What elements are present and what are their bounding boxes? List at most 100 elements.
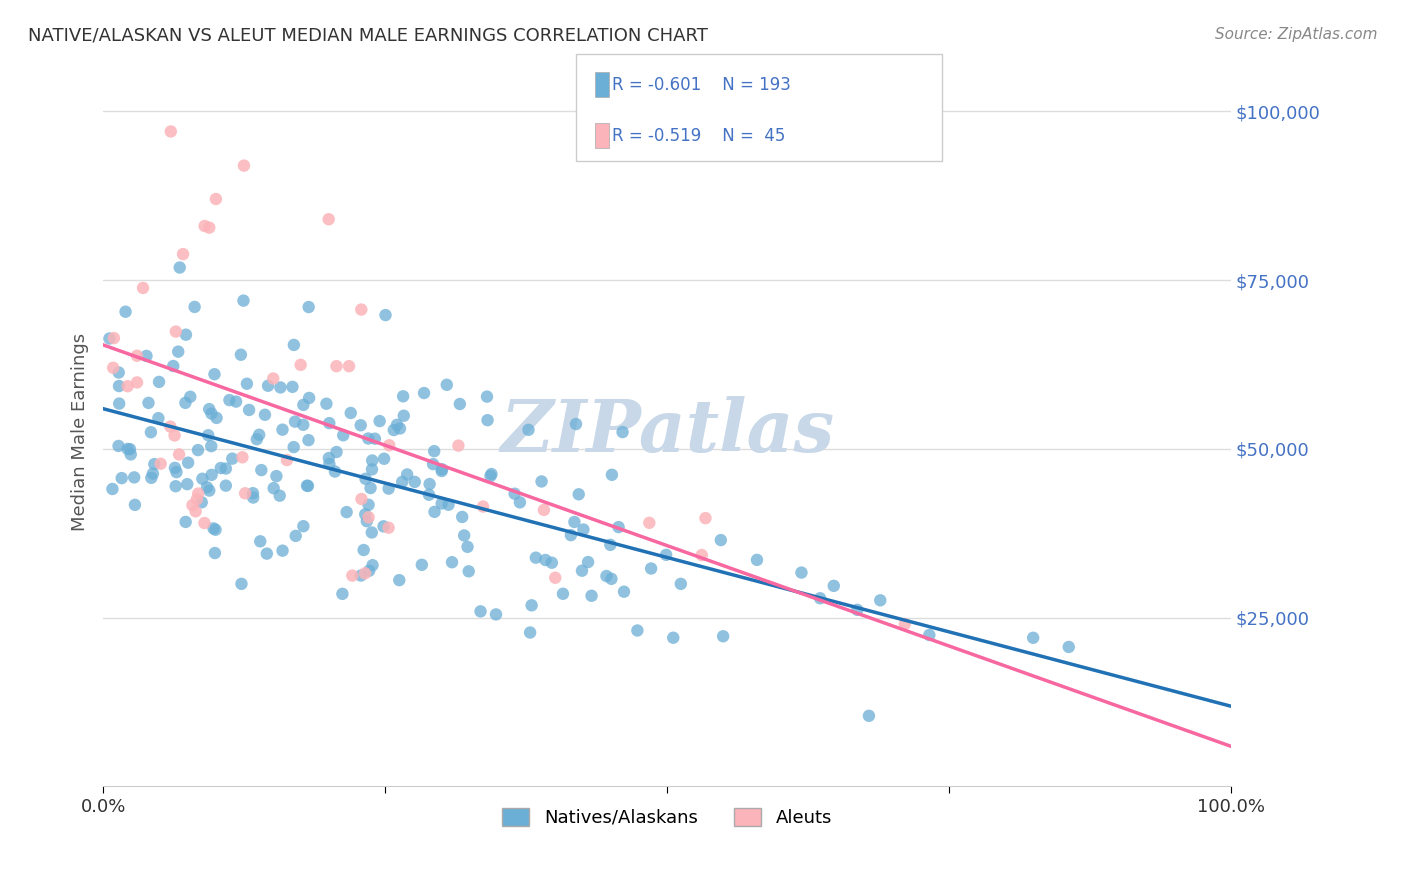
- Natives/Alaskans: [298, 300, 321, 314]
- Aleuts: [167, 447, 190, 461]
- Natives/Alaskans: [200, 407, 222, 421]
- Aleuts: [125, 376, 148, 390]
- Natives/Alaskans: [117, 442, 139, 456]
- Natives/Alaskans: [332, 587, 354, 601]
- Aleuts: [276, 453, 298, 467]
- Natives/Alaskans: [118, 442, 141, 457]
- Natives/Alaskans: [710, 533, 733, 548]
- Natives/Alaskans: [385, 417, 408, 432]
- Natives/Alaskans: [353, 543, 375, 558]
- Aleuts: [233, 486, 256, 500]
- Natives/Alaskans: [195, 480, 218, 494]
- Aleuts: [262, 371, 284, 385]
- Natives/Alaskans: [204, 546, 226, 560]
- Natives/Alaskans: [225, 394, 247, 409]
- Natives/Alaskans: [396, 467, 419, 482]
- Natives/Alaskans: [148, 375, 170, 389]
- Natives/Alaskans: [257, 378, 280, 392]
- Aleuts: [163, 428, 186, 442]
- Natives/Alaskans: [441, 555, 464, 569]
- Natives/Alaskans: [165, 479, 187, 493]
- Natives/Alaskans: [263, 481, 285, 495]
- Aleuts: [544, 571, 567, 585]
- Aleuts: [447, 439, 470, 453]
- Aleuts: [194, 219, 217, 233]
- Natives/Alaskans: [918, 628, 941, 642]
- Aleuts: [233, 159, 256, 173]
- Aleuts: [165, 325, 187, 339]
- Text: ZIPatlas: ZIPatlas: [501, 396, 834, 467]
- Aleuts: [117, 379, 139, 393]
- Natives/Alaskans: [540, 556, 562, 570]
- Aleuts: [318, 212, 340, 227]
- Natives/Alaskans: [283, 440, 305, 454]
- Natives/Alaskans: [284, 529, 307, 543]
- Aleuts: [125, 349, 148, 363]
- Natives/Alaskans: [517, 423, 540, 437]
- Natives/Alaskans: [430, 464, 453, 478]
- Aleuts: [172, 247, 194, 261]
- Aleuts: [350, 302, 373, 317]
- Natives/Alaskans: [200, 439, 222, 453]
- Natives/Alaskans: [242, 486, 264, 500]
- Natives/Alaskans: [669, 577, 692, 591]
- Natives/Alaskans: [179, 390, 201, 404]
- Natives/Alaskans: [423, 444, 446, 458]
- Natives/Alaskans: [283, 338, 305, 352]
- Natives/Alaskans: [846, 603, 869, 617]
- Aleuts: [193, 516, 215, 530]
- Aleuts: [377, 521, 399, 535]
- Natives/Alaskans: [430, 496, 453, 510]
- Natives/Alaskans: [281, 380, 304, 394]
- Natives/Alaskans: [551, 587, 574, 601]
- Natives/Alaskans: [183, 300, 205, 314]
- Aleuts: [184, 504, 207, 518]
- Natives/Alaskans: [142, 467, 165, 481]
- Aleuts: [205, 192, 228, 206]
- Natives/Alaskans: [350, 418, 373, 433]
- Natives/Alaskans: [269, 489, 291, 503]
- Natives/Alaskans: [292, 398, 315, 412]
- Natives/Alaskans: [436, 377, 458, 392]
- Natives/Alaskans: [242, 491, 264, 505]
- Natives/Alaskans: [411, 558, 433, 572]
- Aleuts: [132, 281, 155, 295]
- Natives/Alaskans: [218, 393, 240, 408]
- Natives/Alaskans: [174, 515, 197, 529]
- Aleuts: [187, 486, 209, 500]
- Natives/Alaskans: [201, 467, 224, 482]
- Natives/Alaskans: [1057, 640, 1080, 654]
- Natives/Alaskans: [111, 471, 134, 485]
- Natives/Alaskans: [269, 380, 291, 394]
- Natives/Alaskans: [318, 457, 340, 471]
- Aleuts: [101, 360, 124, 375]
- Natives/Alaskans: [221, 451, 243, 466]
- Natives/Alaskans: [457, 540, 479, 554]
- Natives/Alaskans: [229, 348, 252, 362]
- Natives/Alaskans: [430, 462, 453, 476]
- Natives/Alaskans: [332, 428, 354, 442]
- Natives/Alaskans: [135, 349, 157, 363]
- Natives/Alaskans: [98, 331, 121, 345]
- Natives/Alaskans: [266, 469, 288, 483]
- Aleuts: [181, 498, 204, 512]
- Y-axis label: Median Male Earnings: Median Male Earnings: [72, 333, 89, 531]
- Natives/Alaskans: [202, 521, 225, 535]
- Natives/Alaskans: [187, 443, 209, 458]
- Natives/Alaskans: [565, 417, 588, 431]
- Natives/Alaskans: [162, 359, 184, 373]
- Natives/Alaskans: [361, 462, 384, 476]
- Aleuts: [354, 566, 377, 581]
- Natives/Alaskans: [626, 624, 648, 638]
- Natives/Alaskans: [377, 482, 399, 496]
- Natives/Alaskans: [373, 519, 395, 533]
- Natives/Alaskans: [356, 514, 378, 528]
- Natives/Alaskans: [250, 463, 273, 477]
- Aleuts: [638, 516, 661, 530]
- Natives/Alaskans: [392, 409, 415, 423]
- Natives/Alaskans: [600, 467, 623, 482]
- Natives/Alaskans: [177, 456, 200, 470]
- Legend: Natives/Alaskans, Aleuts: Natives/Alaskans, Aleuts: [495, 800, 839, 834]
- Natives/Alaskans: [360, 525, 382, 540]
- Text: NATIVE/ALASKAN VS ALEUT MEDIAN MALE EARNINGS CORRELATION CHART: NATIVE/ALASKAN VS ALEUT MEDIAN MALE EARN…: [28, 27, 709, 45]
